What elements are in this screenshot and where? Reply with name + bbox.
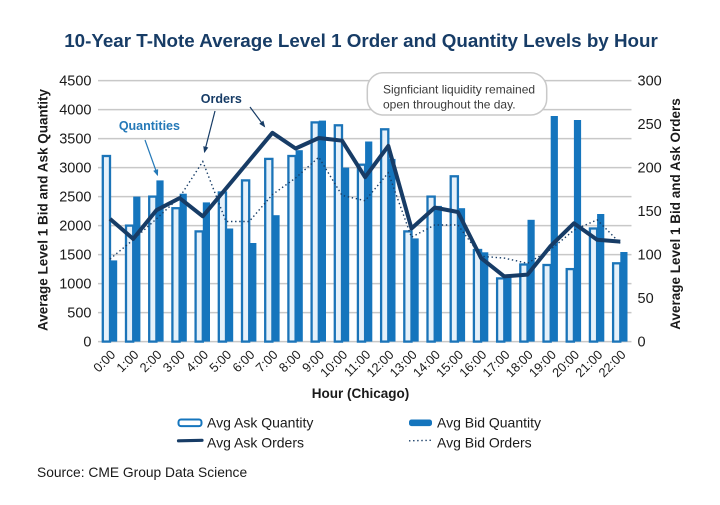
svg-text:500: 500 [67, 306, 91, 322]
svg-text:0: 0 [83, 335, 91, 351]
svg-text:Signficiant liquidity remained: Signficiant liquidity remained [383, 82, 535, 96]
svg-text:10-Year T-Note Average Level 1: 10-Year T-Note Average Level 1 Order and… [64, 30, 658, 51]
svg-text:Avg Bid Quantity: Avg Bid Quantity [437, 415, 541, 431]
svg-text:1000: 1000 [59, 277, 91, 293]
svg-text:100: 100 [638, 248, 662, 264]
svg-text:1500: 1500 [59, 248, 91, 264]
svg-text:Source: CME Group Data Science: Source: CME Group Data Science [37, 465, 247, 480]
svg-text:Orders: Orders [201, 92, 242, 106]
svg-text:2000: 2000 [59, 219, 91, 235]
svg-text:150: 150 [638, 204, 662, 220]
svg-text:50: 50 [638, 291, 654, 307]
svg-text:Average Level 1 Bid and Ask Or: Average Level 1 Bid and Ask Orders [668, 98, 683, 330]
svg-text:Quantities: Quantities [119, 119, 180, 133]
svg-text:200: 200 [638, 161, 662, 177]
svg-text:300: 300 [638, 74, 662, 90]
svg-text:Hour (Chicago): Hour (Chicago) [312, 386, 410, 401]
svg-text:4500: 4500 [59, 74, 91, 90]
svg-text:Avg Ask Orders: Avg Ask Orders [207, 435, 304, 451]
svg-text:Avg Ask Quantity: Avg Ask Quantity [207, 415, 313, 431]
svg-text:4000: 4000 [59, 103, 91, 119]
svg-text:0: 0 [638, 335, 646, 351]
svg-text:Average Level 1 Bid and Ask Qu: Average Level 1 Bid and Ask Quantity [36, 88, 51, 331]
svg-text:250: 250 [638, 117, 662, 133]
svg-text:3500: 3500 [59, 132, 91, 148]
svg-text:2500: 2500 [59, 190, 91, 206]
svg-text:3000: 3000 [59, 161, 91, 177]
svg-text:open throughout the day.: open throughout the day. [383, 98, 516, 112]
svg-text:Avg Bid Orders: Avg Bid Orders [437, 435, 532, 451]
